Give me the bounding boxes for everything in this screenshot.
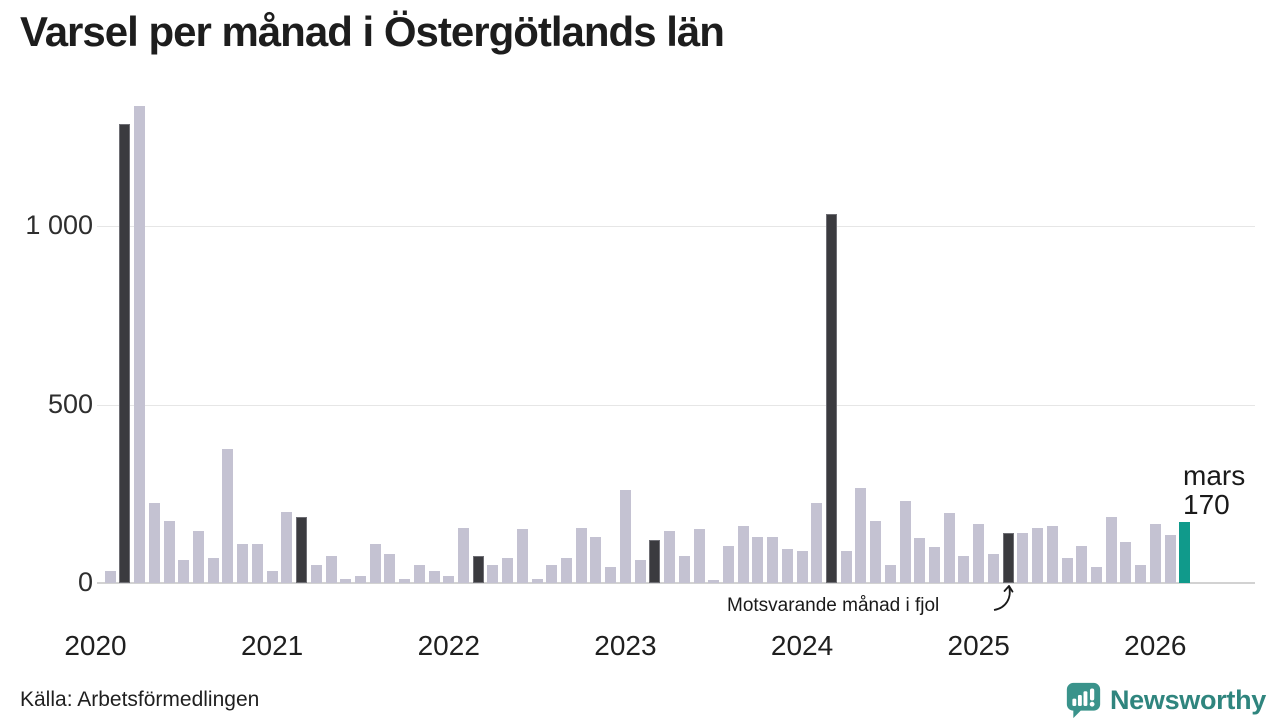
- bar-month: [561, 558, 573, 583]
- newsworthy-logo: Newsworthy: [1065, 681, 1266, 719]
- bar-month: [413, 565, 425, 583]
- y-gridline: [97, 226, 1255, 227]
- chart-title: Varsel per månad i Östergötlands län: [20, 8, 725, 55]
- bar-month: [840, 551, 852, 583]
- y-axis-tick-label: 0: [77, 567, 93, 597]
- x-axis-year-label: 2020: [64, 630, 127, 661]
- bar-month: [929, 547, 941, 583]
- bar-month: [134, 106, 146, 583]
- bar-month: [781, 549, 793, 583]
- bar-month: [619, 490, 631, 583]
- bar-month: [664, 531, 676, 583]
- x-axis-year-label: 2023: [594, 630, 657, 661]
- bar-month: [104, 571, 116, 583]
- current-bar-label: mars 170: [1183, 461, 1245, 519]
- bar-month: [148, 503, 160, 583]
- bar-month: [870, 521, 882, 583]
- bar-month: [369, 544, 381, 583]
- bar-month: [973, 524, 985, 583]
- bar-month: [1090, 567, 1102, 583]
- bar-month: [678, 556, 690, 583]
- bar-month: [340, 579, 352, 583]
- bar-current-month: [1179, 522, 1191, 583]
- y-axis-tick-label: 500: [47, 388, 93, 419]
- x-axis-year-label: 2021: [240, 630, 304, 661]
- bar-month: [1076, 546, 1088, 583]
- bar-month: [914, 538, 926, 583]
- bar-month: [958, 556, 970, 583]
- bar-month: [796, 551, 808, 583]
- x-axis-year-label: 2022: [417, 630, 480, 661]
- bar-month: [399, 579, 411, 583]
- x-axis-year-label: 2026: [1124, 630, 1187, 661]
- bar-month: [178, 560, 190, 583]
- bar-month: [811, 503, 823, 583]
- bar-month: [943, 513, 955, 583]
- bar-month: [458, 528, 469, 583]
- bar-month: [163, 521, 175, 583]
- bar-month: [1032, 528, 1044, 583]
- bar-month: [251, 544, 263, 583]
- current-bar-value: 170: [1183, 489, 1230, 520]
- bar-same-month-previous-year: [649, 540, 661, 583]
- bar-month: [222, 449, 234, 583]
- bar-month: [443, 576, 455, 583]
- bar-month: [310, 565, 322, 583]
- annotation-arrow-icon: [993, 585, 1014, 611]
- newsworthy-wordmark: Newsworthy: [1109, 684, 1266, 715]
- bar-month: [1120, 542, 1132, 583]
- y-axis-tick-label: 1 000: [25, 210, 93, 240]
- x-axis-year-label: 2024: [770, 630, 834, 661]
- bar-month: [737, 526, 749, 583]
- highlight-annotation: Motsvarande månad i fjol: [727, 595, 940, 616]
- bar-month: [722, 546, 734, 583]
- bar-same-month-previous-year: [472, 556, 484, 583]
- newsworthy-bubble-icon: [1066, 682, 1101, 718]
- bar-month: [1017, 533, 1029, 583]
- current-bar-month: mars: [1183, 460, 1246, 491]
- bar-same-month-previous-year: [1002, 533, 1014, 583]
- bar-month: [237, 544, 249, 583]
- bar-month: [575, 528, 587, 583]
- bar-month: [708, 580, 720, 583]
- bar-month: [546, 565, 558, 583]
- bar-month: [605, 567, 617, 583]
- bar-month: [693, 529, 705, 583]
- bar-month: [281, 512, 293, 583]
- bar-month: [1135, 565, 1147, 583]
- bar-same-month-previous-year: [119, 124, 131, 583]
- bar-month: [987, 554, 999, 583]
- x-axis-year-label: 2025: [947, 630, 1010, 661]
- bar-month: [531, 579, 543, 583]
- bar-month: [899, 501, 911, 583]
- bar-month: [325, 556, 337, 583]
- bar-month: [634, 560, 646, 583]
- bar-month: [207, 558, 219, 583]
- bar-month: [516, 529, 528, 583]
- x-axis-line: [97, 582, 1255, 584]
- bar-month: [266, 571, 278, 583]
- bar-month: [752, 537, 764, 583]
- bar-month: [428, 571, 440, 583]
- bar-month: [855, 488, 867, 583]
- bar-same-month-previous-year: [826, 214, 837, 583]
- bar-month: [502, 558, 514, 583]
- bar-month: [1164, 535, 1176, 583]
- bar-same-month-previous-year: [296, 517, 308, 583]
- y-gridline: [97, 404, 1255, 406]
- bar-month: [1061, 558, 1073, 583]
- bar-month: [1046, 526, 1058, 583]
- bar-month: [193, 531, 205, 583]
- bar-month: [487, 565, 499, 583]
- bar-month: [767, 537, 779, 583]
- bar-month: [1149, 524, 1161, 583]
- bar-month: [1105, 517, 1117, 583]
- bar-month: [590, 537, 602, 583]
- source-caption: Källa: Arbetsförmedlingen: [20, 688, 260, 711]
- bar-month: [884, 565, 896, 583]
- bar-month: [354, 576, 366, 583]
- bar-month: [384, 554, 396, 583]
